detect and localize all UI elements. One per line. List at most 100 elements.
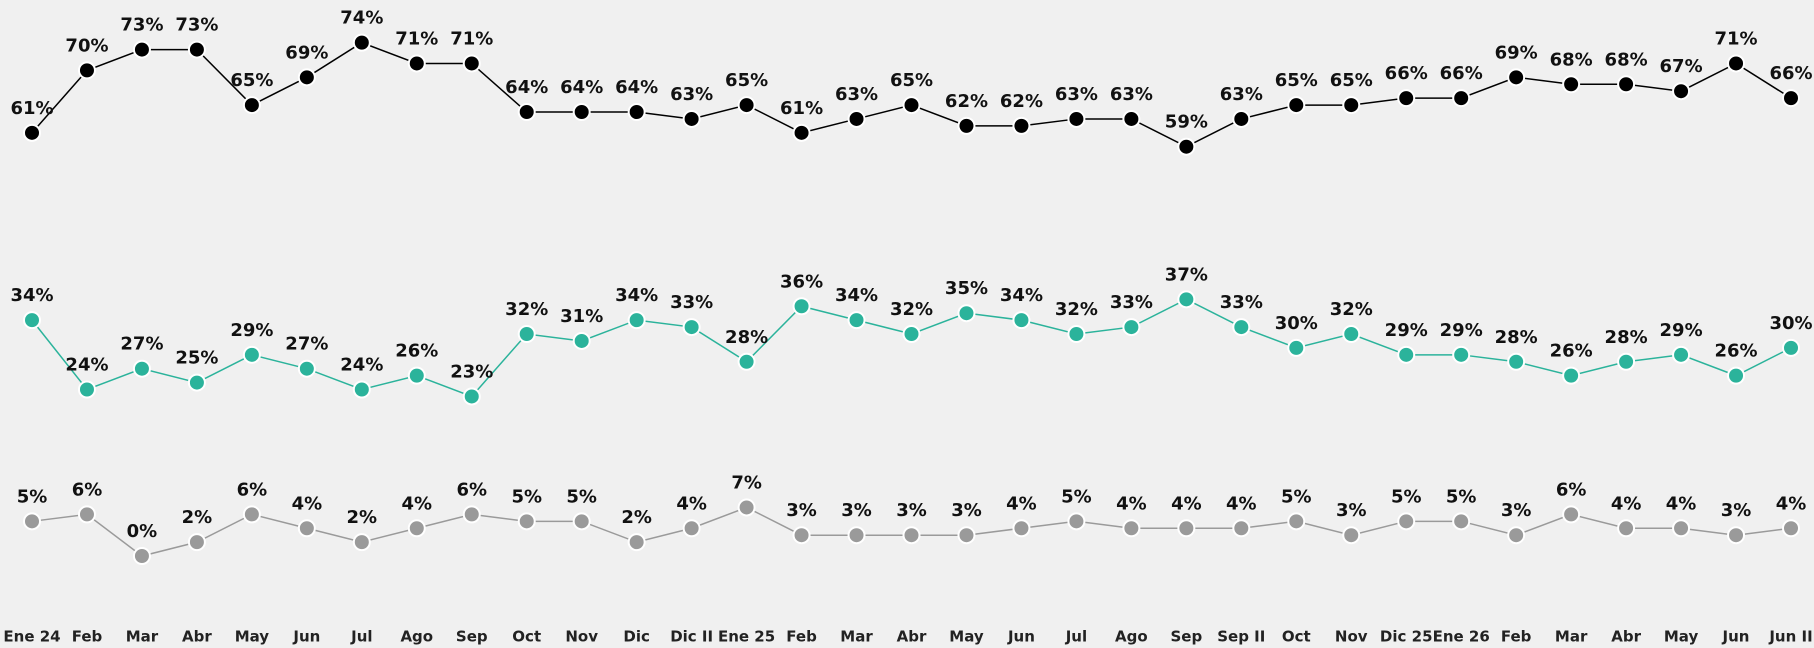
data-point bbox=[462, 387, 481, 406]
data-label: 32% bbox=[1330, 299, 1373, 320]
data-label: 35% bbox=[945, 278, 988, 299]
data-label: 65% bbox=[1330, 70, 1373, 91]
data-point bbox=[792, 123, 811, 142]
data-label: 29% bbox=[230, 320, 273, 341]
data-label: 71% bbox=[450, 28, 493, 49]
data-point bbox=[1672, 82, 1691, 101]
data-point bbox=[957, 116, 976, 135]
data-label: 0% bbox=[127, 521, 158, 542]
data-point bbox=[737, 352, 756, 371]
data-label: 62% bbox=[945, 91, 988, 112]
data-point bbox=[1177, 290, 1196, 309]
data-point bbox=[957, 526, 976, 545]
data-label: 2% bbox=[621, 507, 652, 528]
data-label: 32% bbox=[890, 299, 933, 320]
data-point bbox=[187, 40, 206, 59]
data-label: 31% bbox=[560, 306, 603, 327]
data-label: 3% bbox=[1721, 500, 1752, 521]
data-label: 63% bbox=[1055, 84, 1098, 105]
x-tick-label: Abr bbox=[897, 628, 927, 646]
data-label: 64% bbox=[505, 77, 548, 98]
data-point bbox=[1287, 512, 1306, 531]
data-point bbox=[132, 359, 151, 378]
data-point bbox=[517, 325, 536, 343]
x-tick-label: Dic bbox=[623, 628, 649, 646]
data-label: 65% bbox=[725, 70, 768, 91]
data-point bbox=[407, 54, 426, 73]
data-label: 73% bbox=[120, 15, 163, 36]
data-label: 4% bbox=[402, 493, 433, 514]
x-tick-label: Ene 25 bbox=[718, 628, 775, 646]
data-label: 23% bbox=[450, 361, 493, 382]
data-label: 3% bbox=[841, 500, 872, 521]
x-tick-label: Dic II bbox=[670, 628, 713, 646]
x-tick-label: Ago bbox=[1115, 628, 1148, 646]
data-point bbox=[1012, 311, 1031, 330]
data-point bbox=[682, 519, 701, 538]
data-point bbox=[1177, 137, 1196, 156]
data-label: 66% bbox=[1440, 63, 1483, 84]
x-tick-label: May bbox=[235, 628, 270, 646]
data-label: 4% bbox=[676, 493, 707, 514]
data-label: 63% bbox=[835, 84, 878, 105]
data-point bbox=[1672, 345, 1691, 364]
data-label: 30% bbox=[1275, 313, 1318, 334]
data-label: 65% bbox=[890, 70, 933, 91]
data-label: 28% bbox=[725, 327, 768, 348]
data-point bbox=[572, 103, 591, 121]
data-label: 36% bbox=[780, 271, 823, 292]
data-label: 73% bbox=[175, 15, 218, 36]
x-tick-label: Ene 24 bbox=[3, 628, 60, 646]
data-point bbox=[572, 331, 591, 350]
data-point bbox=[1397, 89, 1416, 108]
data-label: 4% bbox=[1666, 493, 1697, 514]
data-label: 70% bbox=[65, 35, 108, 56]
x-tick-label: Nov bbox=[1335, 628, 1368, 646]
x-tick-label: Mar bbox=[840, 628, 873, 646]
data-point bbox=[297, 359, 316, 378]
data-label: 33% bbox=[1220, 292, 1263, 313]
x-tick-label: Sep bbox=[456, 628, 488, 646]
data-point bbox=[902, 325, 921, 343]
data-label: 64% bbox=[615, 77, 658, 98]
data-label: 3% bbox=[786, 500, 817, 521]
data-label: 29% bbox=[1385, 320, 1428, 341]
data-point bbox=[627, 533, 646, 552]
data-label: 4% bbox=[1226, 493, 1257, 514]
data-point bbox=[77, 380, 96, 399]
x-tick-label: May bbox=[1664, 628, 1699, 646]
data-label: 63% bbox=[1110, 84, 1153, 105]
x-tick-label: Mar bbox=[1555, 628, 1588, 646]
data-point bbox=[297, 68, 316, 87]
data-label: 68% bbox=[1550, 49, 1593, 70]
data-point bbox=[1342, 96, 1361, 115]
x-tick-label: Abr bbox=[1611, 628, 1641, 646]
data-label: 5% bbox=[1446, 486, 1477, 507]
data-point bbox=[682, 318, 701, 337]
x-tick-label: Jul bbox=[1065, 628, 1087, 646]
data-point bbox=[352, 380, 371, 399]
data-point bbox=[187, 373, 206, 392]
data-label: 5% bbox=[566, 486, 597, 507]
data-label: 66% bbox=[1385, 63, 1428, 84]
data-label: 64% bbox=[560, 77, 603, 98]
data-point bbox=[462, 54, 481, 73]
data-label: 27% bbox=[285, 334, 328, 355]
data-label: 34% bbox=[835, 285, 878, 306]
x-tick-label: Sep bbox=[1170, 628, 1202, 646]
data-label: 34% bbox=[1000, 285, 1043, 306]
data-label: 3% bbox=[896, 500, 927, 521]
data-point bbox=[627, 103, 646, 121]
data-label: 63% bbox=[670, 84, 713, 105]
data-label: 33% bbox=[670, 292, 713, 313]
data-point bbox=[1122, 519, 1141, 538]
data-point bbox=[737, 96, 756, 115]
data-label: 4% bbox=[1116, 493, 1147, 514]
data-label: 34% bbox=[10, 285, 53, 306]
data-point bbox=[1067, 109, 1086, 128]
data-point bbox=[1177, 519, 1196, 538]
data-point bbox=[792, 297, 811, 316]
x-tick-label: Oct bbox=[512, 628, 541, 646]
data-point bbox=[1122, 109, 1141, 128]
data-label: 68% bbox=[1605, 49, 1648, 70]
